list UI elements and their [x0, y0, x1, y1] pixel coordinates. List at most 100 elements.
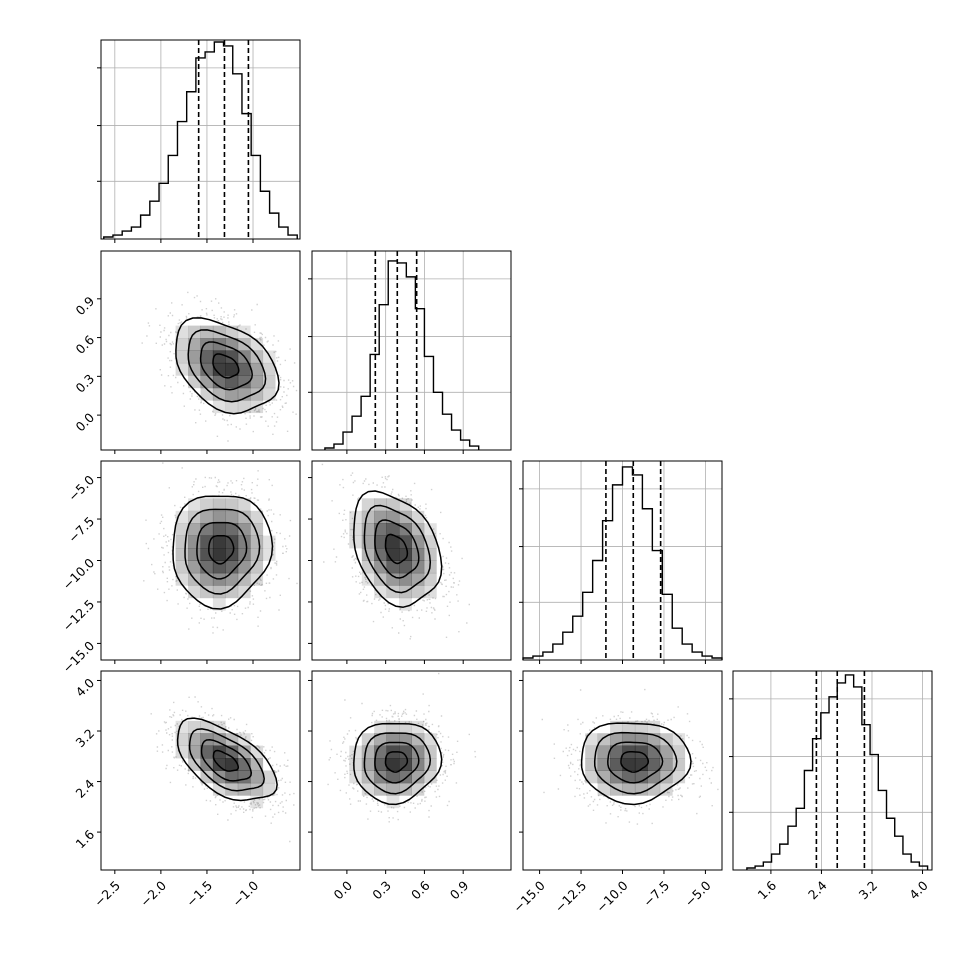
x-tick-label-3-3: 4.0	[906, 878, 931, 903]
density-cell-3-1-5-8	[374, 758, 387, 771]
density-cell-3-1-3-8	[349, 758, 363, 771]
density-cell-2-1-3-11	[349, 510, 363, 524]
hist-frame-bg-1	[312, 251, 511, 450]
density-cell-2-0-11-12	[237, 498, 251, 512]
x-tick-label-2-3: −7.5	[640, 878, 672, 910]
density-content-2-1	[321, 463, 470, 640]
density-cell-1-0-6-8	[175, 338, 189, 351]
density-cell-1-0-8-7	[200, 350, 214, 364]
density-cell-2-0-6-10	[175, 523, 189, 536]
y-tick-label-3-0: 1.6	[73, 827, 98, 852]
density-cell-3-0-13-7	[262, 770, 276, 784]
x-tick-label-2-0: −15.0	[510, 878, 548, 916]
y-tick-label-3-3: 4.0	[73, 675, 98, 700]
y-tick-label-2-2: −10.0	[60, 555, 98, 593]
density-cell-2-1-7-9	[399, 535, 412, 549]
contour-2-0-0	[208, 534, 235, 565]
density-cell-1-0-10-4	[225, 387, 239, 401]
density-content-3-0	[150, 696, 295, 843]
density-cell-3-1-6-10	[386, 733, 400, 746]
density-cell-2-0-13-8	[262, 548, 276, 561]
density-frame-3-0	[100, 670, 301, 871]
density-cell-3-1-9-7	[423, 770, 437, 784]
density-cell-1-0-7-9	[188, 325, 201, 339]
hist-steps-1	[324, 260, 480, 450]
density-cell-1-0-8-6	[200, 362, 214, 376]
density-cell-1-0-9-8	[212, 338, 226, 351]
density-cell-3-0-9-8	[212, 758, 226, 771]
density-cell-3-0-10-8	[225, 758, 239, 771]
density-cell-2-1-9-8	[423, 548, 437, 561]
density-cell-2-0-11-6	[237, 572, 251, 586]
contour-3-2-3	[580, 722, 692, 806]
density-cell-2-0-9-5	[212, 585, 226, 599]
density-cell-3-2-8-7	[622, 770, 636, 784]
density-cell-1-0-9-7	[212, 350, 226, 364]
y-tick-label-2-4: −5.0	[65, 472, 97, 504]
density-cell-2-0-8-9	[200, 535, 214, 549]
x-tick-label-0-3: −1.0	[229, 878, 261, 910]
density-cell-2-0-11-9	[237, 535, 251, 549]
density-panel-2-0	[97, 460, 301, 664]
density-cell-1-0-6-7	[175, 350, 189, 364]
density-cell-3-0-11-7	[237, 770, 251, 784]
density-cell-2-0-12-11	[250, 510, 264, 524]
density-cell-3-0-6-10	[175, 733, 189, 746]
hist-frame-bg-0	[101, 40, 300, 239]
density-cell-1-0-9-4	[212, 387, 226, 401]
contour-3-2-1	[607, 741, 664, 784]
contour-3-0-1	[200, 738, 253, 782]
density-content-2-0	[143, 462, 298, 634]
density-cell-2-1-7-4	[399, 597, 412, 611]
density-cell-3-0-8-7	[200, 770, 214, 784]
density-cell-3-1-6-7	[386, 770, 400, 784]
hist-panel-0	[97, 39, 301, 243]
contour-1-0-3	[175, 317, 280, 415]
density-cell-2-1-5-5	[374, 585, 387, 599]
density-cell-3-2-8-8	[622, 758, 636, 771]
density-cell-2-0-11-11	[237, 510, 251, 524]
density-cell-3-2-6-7	[597, 770, 611, 784]
density-cell-2-1-5-7	[374, 560, 387, 574]
density-cell-2-1-4-11	[361, 510, 375, 524]
density-cell-1-0-10-8	[225, 338, 239, 351]
density-cell-2-1-9-10	[423, 523, 437, 536]
density-cell-3-0-12-7	[250, 770, 264, 784]
y-tick-label-2-1: −12.5	[60, 597, 98, 635]
density-cell-2-0-12-7	[250, 560, 264, 574]
density-cell-1-0-6-9	[175, 325, 189, 339]
y-tick-label-1-3: 0.9	[73, 293, 98, 318]
density-cell-1-0-12-8	[250, 338, 264, 351]
density-cell-2-0-6-7	[175, 560, 189, 574]
density-cell-2-1-7-8	[399, 548, 412, 561]
density-cell-1-0-9-6	[212, 362, 226, 376]
density-cell-2-1-5-9	[374, 535, 387, 549]
hist-frame-3	[732, 670, 933, 871]
density-cell-2-1-4-12	[361, 498, 375, 512]
density-panel-2-1	[308, 460, 512, 664]
density-cell-2-0-7-9	[188, 535, 201, 549]
density-cell-2-1-5-8	[374, 548, 387, 561]
density-cell-1-0-12-6	[250, 362, 264, 376]
density-cell-1-0-7-8	[188, 338, 201, 351]
density-cell-2-1-7-7	[399, 560, 412, 574]
x-tick-label-1-3: 0.9	[447, 878, 472, 903]
density-cell-2-0-9-10	[212, 523, 226, 536]
x-tick-label-2-1: −12.5	[552, 878, 590, 916]
contour-3-0-0	[212, 749, 240, 772]
y-tick-label-1-2: 0.6	[73, 332, 98, 357]
density-cell-3-1-8-7	[411, 770, 425, 784]
density-cell-3-2-10-11	[647, 720, 661, 734]
x-tick-label-3-2: 3.2	[856, 878, 881, 903]
density-cell-1-0-13-7	[262, 350, 276, 364]
density-cell-2-1-4-8	[361, 548, 375, 561]
density-cell-2-0-11-7	[237, 560, 251, 574]
density-cell-2-1-4-10	[361, 523, 375, 536]
density-cell-3-1-6-11	[386, 720, 400, 734]
density-cell-1-0-12-5	[250, 375, 264, 389]
density-cell-2-0-8-6	[200, 572, 214, 586]
density-cell-3-1-7-11	[399, 720, 412, 734]
density-cell-1-0-10-6	[225, 362, 239, 376]
contour-3-2-2	[593, 731, 678, 795]
